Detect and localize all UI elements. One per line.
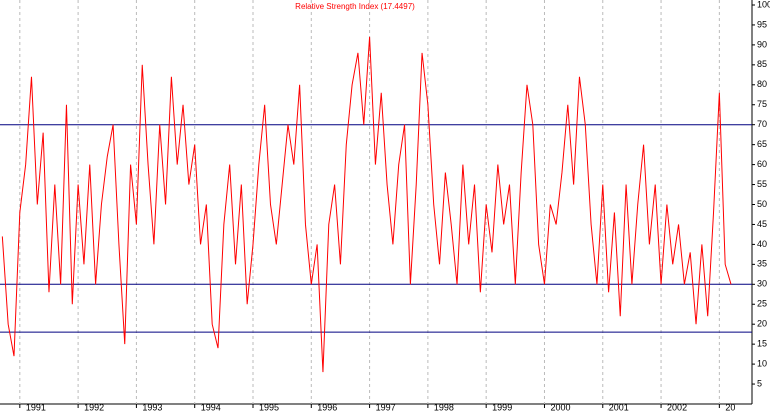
- y-tick-label: 30: [757, 279, 767, 289]
- rsi-line: [1, 36, 732, 373]
- y-tick-label: 80: [757, 79, 767, 89]
- y-tick-label: 70: [757, 119, 767, 129]
- y-tick-label: 40: [757, 239, 767, 249]
- x-tick-label: 2002: [667, 402, 687, 412]
- y-tick-label: 25: [757, 299, 767, 309]
- y-tick-label: 85: [757, 59, 767, 69]
- x-tick-label: 1993: [142, 402, 162, 412]
- y-tick-label: 60: [757, 159, 767, 169]
- y-tick-label: 20: [757, 319, 767, 329]
- y-tick-label: 5: [757, 378, 762, 388]
- x-tick-label: 2000: [550, 402, 570, 412]
- y-tick-label: 65: [757, 139, 767, 149]
- x-tick-label: 1995: [259, 402, 279, 412]
- y-tick-label: 45: [757, 219, 767, 229]
- y-tick-label: 100: [757, 0, 770, 9]
- y-tick-label: 90: [757, 39, 767, 49]
- x-tick-label: 20: [725, 402, 735, 412]
- y-tick-label: 15: [757, 339, 767, 349]
- chart-title: Relative Strength Index (17.4497): [295, 2, 415, 11]
- y-tick-label: 55: [757, 179, 767, 189]
- y-tick-label: 10: [757, 358, 767, 368]
- x-tick-label: 1994: [201, 402, 221, 412]
- y-tick-label: 95: [757, 19, 767, 29]
- x-tick-label: 1999: [492, 402, 512, 412]
- x-tick-label: 1997: [376, 402, 396, 412]
- x-tick-label: 2001: [609, 402, 629, 412]
- x-tick-label: 1998: [434, 402, 454, 412]
- x-tick-label: 1992: [84, 402, 104, 412]
- x-tick-label: 1991: [26, 402, 46, 412]
- y-tick-label: 75: [757, 99, 767, 109]
- y-tick-label: 35: [757, 259, 767, 269]
- y-tick-label: 50: [757, 199, 767, 209]
- x-tick-label: 1996: [317, 402, 337, 412]
